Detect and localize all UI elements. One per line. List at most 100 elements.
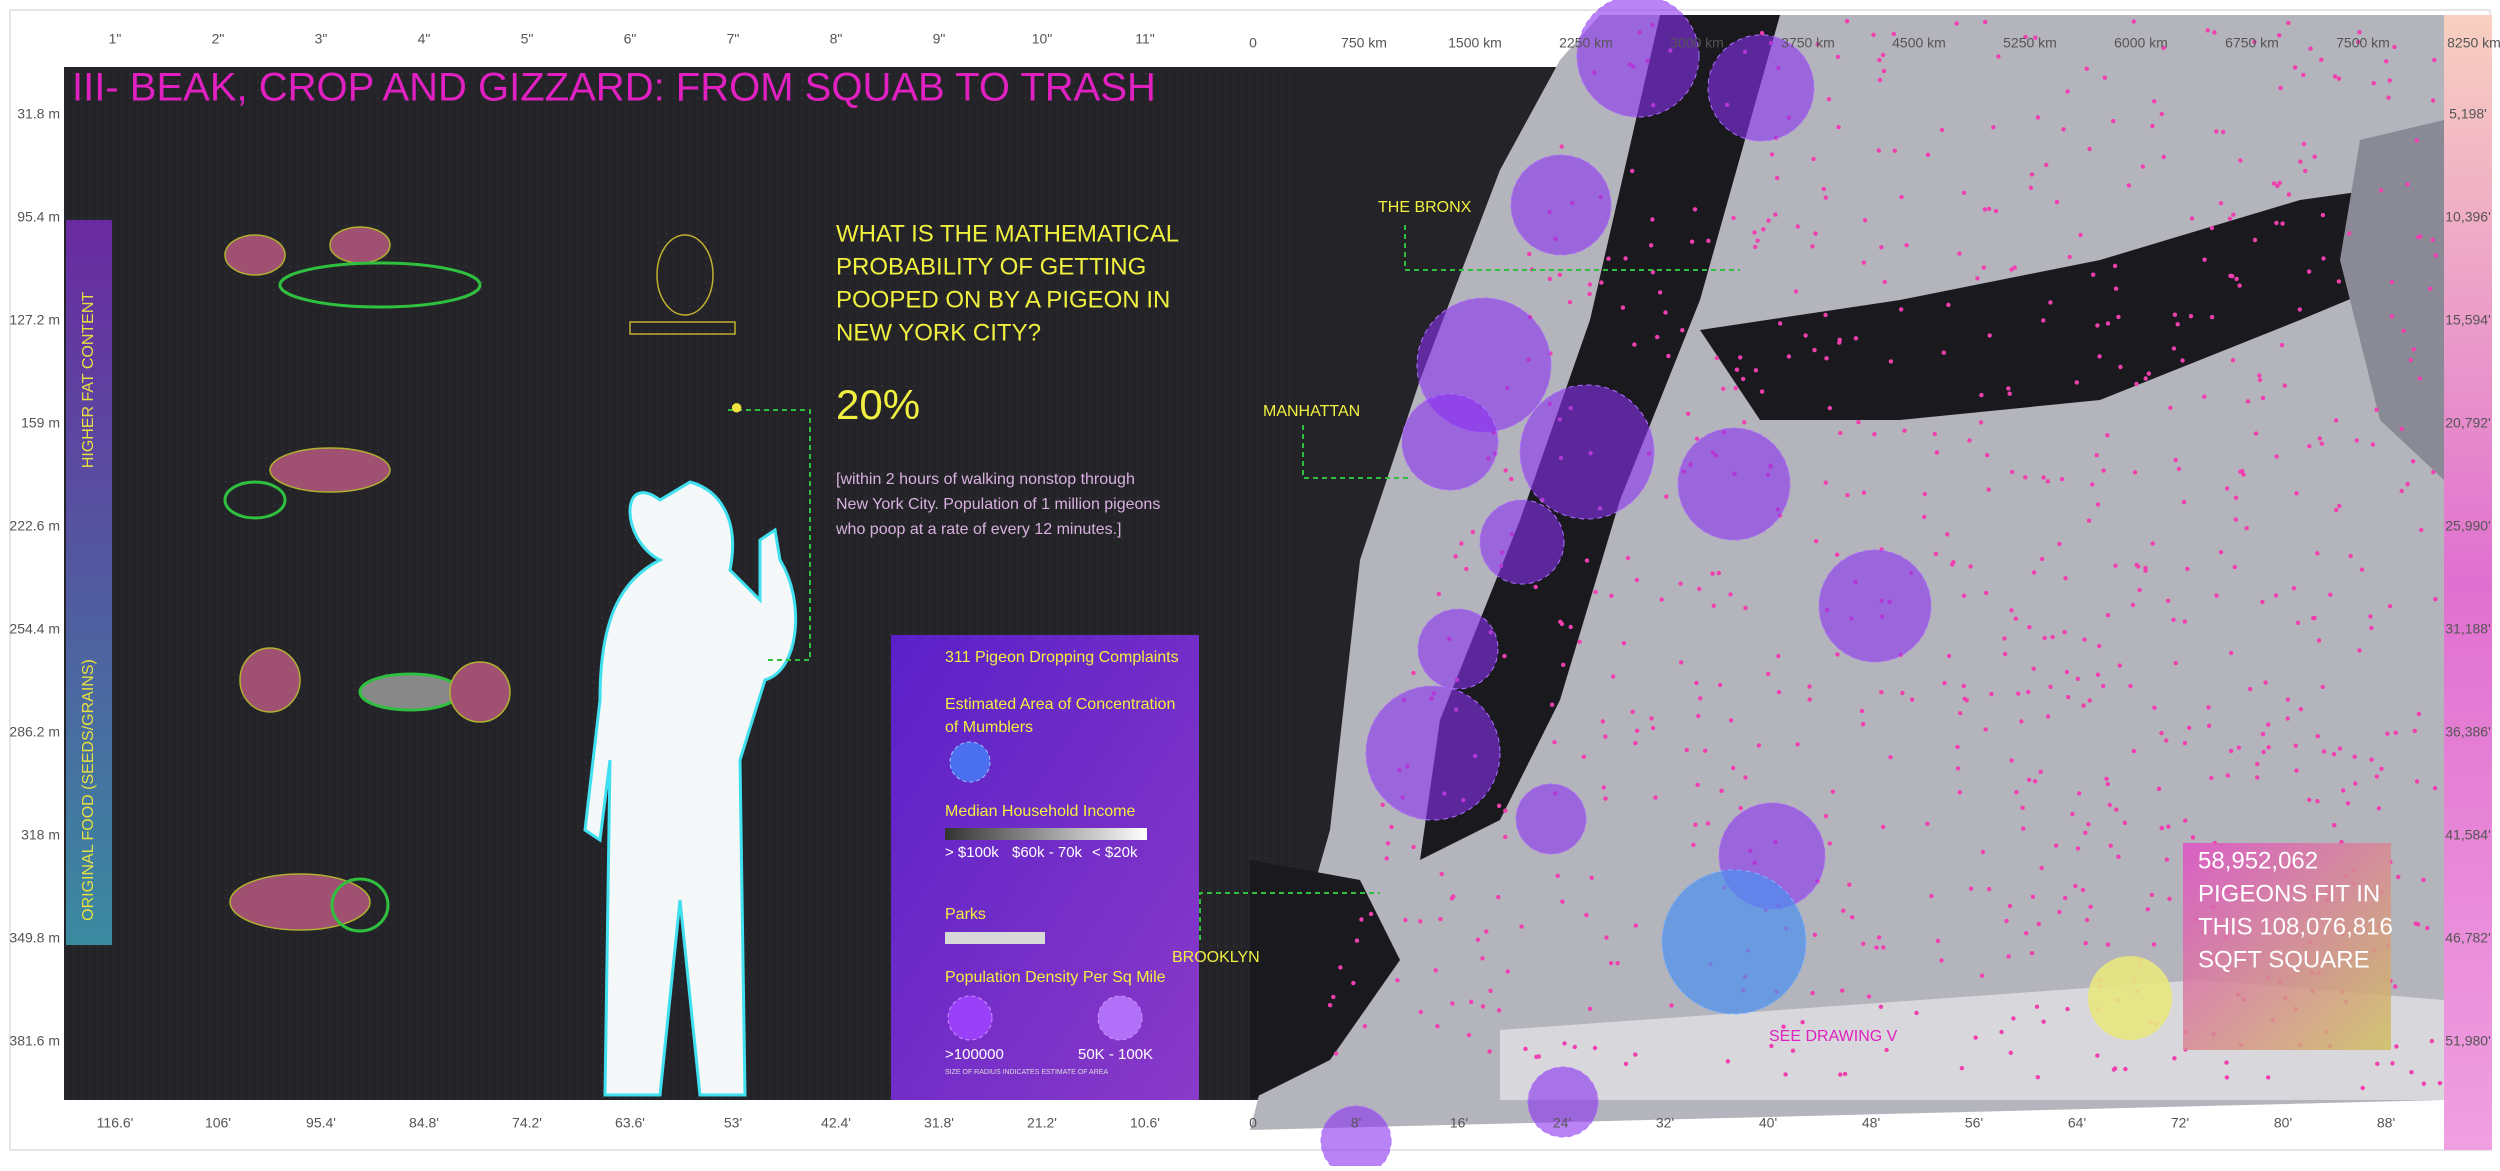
complaint-dot (1786, 354, 1792, 359)
complaint-dot (1860, 722, 1866, 727)
ruler-label: 41,584' (2445, 827, 2491, 843)
legend-swatch (949, 741, 991, 783)
concentration-circle (1417, 608, 1499, 690)
complaint-dot (2023, 34, 2028, 40)
complaint-dot (1659, 597, 1664, 602)
complaint-dot (2105, 433, 2110, 438)
complaint-dot (1982, 207, 1988, 212)
complaint-dot (1633, 923, 1639, 928)
complaint-dot (2012, 265, 2017, 270)
question: WHAT IS THE MATHEMATICAL PROBABILITY OF G… (835, 220, 1179, 538)
complaint-dot (2244, 526, 2249, 531)
complaint-dot (1435, 1023, 1440, 1029)
complaint-dot (1587, 282, 1593, 287)
answer: 20% (836, 381, 920, 428)
complaint-dot (1728, 592, 1733, 597)
complaint-dot (1359, 917, 1364, 922)
complaint-dot (2279, 342, 2285, 348)
map-label: MANHATTAN (1263, 403, 1360, 420)
complaint-dot (1836, 124, 1841, 130)
complaint-dot (1733, 386, 1738, 391)
complaint-dot (2431, 470, 2436, 475)
ruler-label: 381.6 m (9, 1033, 60, 1049)
legend-tick: < $20k (1092, 844, 1138, 861)
ruler-label: 6000 km (2114, 35, 2168, 51)
concentration-circle (1707, 34, 1815, 142)
complaint-dot (1488, 988, 1493, 993)
complaint-dot (1823, 814, 1829, 819)
complaint-dot (2331, 752, 2337, 757)
complaint-dot (1743, 605, 1748, 611)
concentration-circle (1519, 384, 1655, 520)
complaint-dot (1939, 127, 1945, 133)
complaint-dot (2328, 592, 2333, 597)
complaint-dot (2368, 614, 2373, 619)
complaint-dot (2057, 541, 2062, 547)
complaint-dot (2224, 486, 2230, 491)
complaint-dot (1847, 882, 1852, 887)
complaint-dot (2033, 35, 2038, 40)
complaint-dot (1484, 929, 1489, 934)
complaint-dot (1904, 243, 1909, 248)
complaint-dot (2286, 192, 2292, 197)
complaint-dot (1783, 1072, 1788, 1077)
complaint-dot (1810, 244, 1815, 249)
callout-line: THIS 108,076,816 (2198, 913, 2393, 940)
complaint-dot (2428, 286, 2433, 291)
ruler-label: 24' (1553, 1115, 1571, 1131)
complaint-dot (2389, 314, 2394, 319)
complaint-dot (1892, 148, 1897, 153)
concentration-circle (1576, 0, 1700, 118)
complaint-dot (1934, 450, 1940, 455)
complaint-dot (1650, 217, 1655, 222)
complaint-dot (1935, 938, 1941, 944)
complaint-dot (2108, 843, 2113, 848)
ruler-label: 53' (724, 1115, 742, 1131)
complaint-dot (2266, 745, 2271, 750)
callout: 58,952,062 PIGEONS FIT IN THIS 108,076,816… (2198, 847, 2393, 973)
complaint-dot (2021, 826, 2026, 831)
complaint-dot (1871, 32, 1876, 37)
complaint-dot (1838, 430, 1843, 436)
complaint-dot (2189, 216, 2195, 221)
complaint-dot (1850, 915, 1855, 920)
complaint-dot (1823, 312, 1828, 318)
complaint-dot (1716, 570, 1722, 576)
concentration-circle (1677, 427, 1791, 541)
complaint-dot (2209, 314, 2215, 320)
complaint-dot (2042, 635, 2047, 641)
complaint-dot (2062, 895, 2068, 901)
complaint-dot (2067, 254, 2072, 260)
complaint-dot (2387, 78, 2392, 83)
complaint-dot (2024, 931, 2029, 936)
complaint-dot (2080, 887, 2086, 893)
complaint-dot (1987, 333, 1992, 338)
complaint-dot (2228, 748, 2234, 754)
complaint-dot (2045, 714, 2051, 719)
complaint-dot (2206, 705, 2211, 710)
complaint-dot (1884, 1047, 1889, 1053)
complaint-dot (1830, 789, 1836, 794)
complaint-dot (1519, 924, 1524, 929)
complaint-dot (2032, 779, 2038, 784)
complaint-dot (1879, 245, 1884, 250)
ruler-label: 0 (1249, 1115, 1257, 1131)
complaint-dot (2356, 39, 2361, 45)
complaint-dot (1600, 719, 1606, 724)
ruler-label: 95.4' (306, 1115, 336, 1131)
complaint-dot (2353, 781, 2358, 786)
complaint-dot (2291, 586, 2297, 591)
complaint-dot (2134, 381, 2139, 387)
ruler-label: 20,792' (2445, 415, 2491, 431)
complaint-dot (1824, 356, 1829, 361)
ruler-label: 2250 km (1559, 35, 1613, 51)
complaint-dot (1877, 77, 1883, 83)
complaint-dot (2188, 314, 2194, 319)
map-label: BROOKLYN (1172, 949, 1260, 966)
complaint-dot (1939, 958, 1944, 963)
complaint-dot (1881, 945, 1886, 950)
complaint-dot (2131, 748, 2137, 754)
complaint-dot (2137, 587, 2142, 593)
complaint-dot (2027, 625, 2032, 630)
complaint-dot (2095, 1053, 2100, 1058)
